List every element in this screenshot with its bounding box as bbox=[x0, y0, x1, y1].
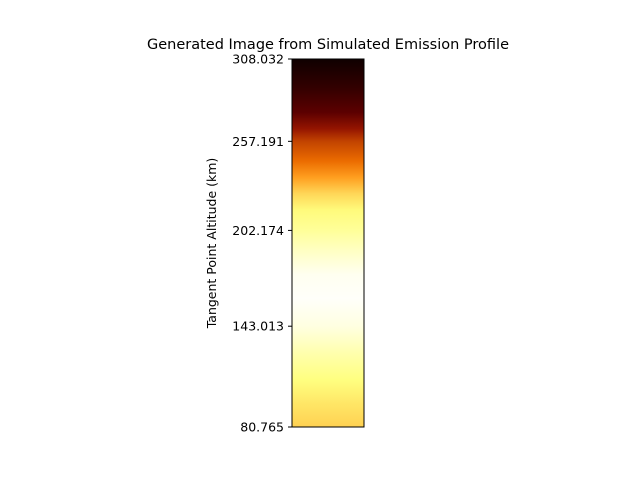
chart-title: Generated Image from Simulated Emission … bbox=[147, 37, 509, 53]
y-tick-label: 80.765 bbox=[240, 420, 284, 435]
y-tick-label: 257.191 bbox=[232, 134, 284, 149]
y-tick-label: 308.032 bbox=[232, 52, 284, 67]
y-axis-label: Tangent Point Altitude (km) bbox=[204, 158, 219, 330]
y-tick-label: 143.013 bbox=[232, 319, 284, 334]
y-tick-label: 202.174 bbox=[232, 223, 284, 238]
plot-frame bbox=[291, 58, 365, 428]
emission-image bbox=[292, 59, 364, 427]
y-axis-ticks: 308.032 257.191 202.174 143.013 80.765 bbox=[232, 52, 292, 435]
